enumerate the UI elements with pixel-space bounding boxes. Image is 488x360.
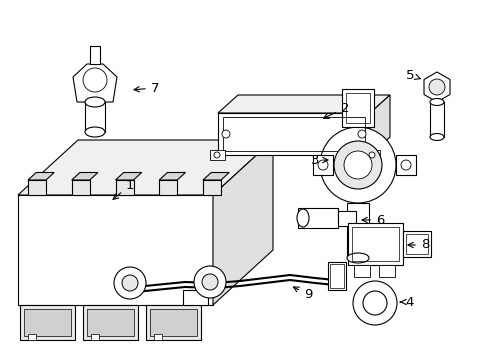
Circle shape — [400, 160, 410, 170]
Bar — [347, 223, 402, 265]
Polygon shape — [28, 180, 46, 195]
Polygon shape — [159, 180, 177, 195]
Bar — [85, 102, 105, 132]
Bar — [378, 265, 394, 277]
Polygon shape — [213, 140, 272, 305]
Ellipse shape — [429, 99, 443, 105]
Circle shape — [202, 274, 218, 290]
Bar — [20, 305, 75, 340]
Circle shape — [319, 127, 395, 203]
Polygon shape — [159, 172, 185, 180]
Circle shape — [362, 291, 386, 315]
Circle shape — [352, 281, 396, 325]
Bar — [87, 309, 134, 336]
Text: 8: 8 — [407, 239, 428, 252]
Bar — [402, 231, 430, 257]
Polygon shape — [115, 172, 142, 180]
Polygon shape — [203, 180, 221, 195]
Polygon shape — [203, 172, 229, 180]
Text: 1: 1 — [113, 179, 134, 199]
Circle shape — [222, 130, 229, 138]
Ellipse shape — [85, 127, 105, 137]
Circle shape — [317, 160, 327, 170]
Polygon shape — [218, 95, 389, 113]
Bar — [341, 89, 373, 127]
Bar — [183, 290, 207, 305]
Text: 4: 4 — [399, 296, 413, 309]
Polygon shape — [73, 64, 117, 102]
Bar — [353, 265, 369, 277]
Bar — [405, 234, 427, 254]
Bar — [24, 309, 71, 336]
Polygon shape — [18, 140, 272, 195]
Circle shape — [83, 68, 107, 92]
Polygon shape — [369, 95, 389, 155]
Polygon shape — [115, 180, 133, 195]
Bar — [150, 309, 197, 336]
Text: 5: 5 — [405, 68, 419, 81]
Bar — [90, 46, 100, 64]
Circle shape — [214, 152, 220, 158]
Bar — [223, 117, 364, 151]
Circle shape — [114, 267, 146, 299]
Bar — [346, 93, 369, 123]
Bar — [337, 211, 355, 226]
Bar — [346, 203, 368, 258]
Polygon shape — [72, 172, 98, 180]
Text: 6: 6 — [361, 213, 384, 226]
Circle shape — [343, 151, 371, 179]
Ellipse shape — [429, 134, 443, 140]
Text: 7: 7 — [134, 81, 159, 95]
Ellipse shape — [296, 209, 308, 227]
Circle shape — [368, 152, 374, 158]
Bar — [83, 305, 138, 340]
Bar — [429, 102, 443, 137]
Text: 2: 2 — [323, 102, 348, 118]
Polygon shape — [18, 195, 213, 305]
Polygon shape — [395, 155, 415, 175]
Bar — [327, 262, 346, 290]
Circle shape — [333, 141, 381, 189]
Ellipse shape — [346, 253, 368, 263]
Polygon shape — [28, 172, 54, 180]
Text: 3: 3 — [310, 153, 327, 166]
Bar — [351, 227, 398, 261]
Text: 9: 9 — [293, 287, 311, 302]
Bar — [154, 334, 162, 340]
Bar — [364, 150, 379, 160]
Bar — [297, 208, 337, 228]
Bar — [146, 305, 201, 340]
Bar — [209, 150, 224, 160]
Polygon shape — [218, 113, 369, 155]
Ellipse shape — [85, 97, 105, 107]
Circle shape — [428, 79, 444, 95]
Bar — [91, 334, 99, 340]
Polygon shape — [72, 180, 90, 195]
Circle shape — [194, 266, 225, 298]
Bar — [329, 264, 343, 288]
Polygon shape — [312, 155, 332, 175]
Circle shape — [357, 130, 365, 138]
Polygon shape — [423, 72, 449, 102]
Bar — [28, 334, 36, 340]
Circle shape — [122, 275, 138, 291]
